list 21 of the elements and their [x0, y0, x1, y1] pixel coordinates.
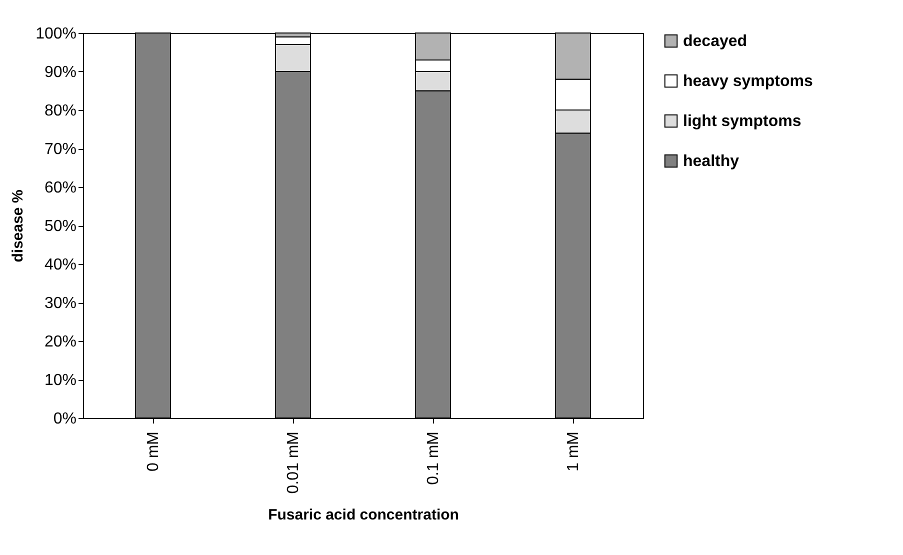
legend-label: decayed	[683, 33, 748, 50]
legend-label: heavy symptoms	[683, 73, 813, 90]
y-axis-title: disease %	[10, 190, 27, 262]
y-tick-label: 50%	[44, 218, 76, 235]
legend-label: light symptoms	[683, 113, 802, 130]
y-tick-label: 0%	[53, 410, 76, 428]
y-tick-label: 70%	[44, 141, 76, 158]
x-axis-title: Fusaric acid concentration	[268, 506, 459, 524]
x-tick-label: 0.01 mM	[285, 432, 302, 494]
y-tick-label: 60%	[44, 180, 76, 196]
y-tick-label: 100%	[36, 26, 76, 42]
y-tick-label: 30%	[44, 295, 76, 312]
y-tick-label: 80%	[44, 102, 76, 120]
x-tick-label: 0 mM	[145, 432, 162, 472]
legend-label: healthy	[683, 153, 740, 170]
y-tick-label: 40%	[44, 256, 76, 274]
y-tick-label: 20%	[44, 334, 76, 350]
y-tick-label: 90%	[44, 64, 76, 81]
x-tick-label: 1 mM	[565, 432, 582, 472]
x-tick-label: 0.1 mM	[425, 432, 442, 485]
y-tick-label: 10%	[44, 372, 76, 389]
